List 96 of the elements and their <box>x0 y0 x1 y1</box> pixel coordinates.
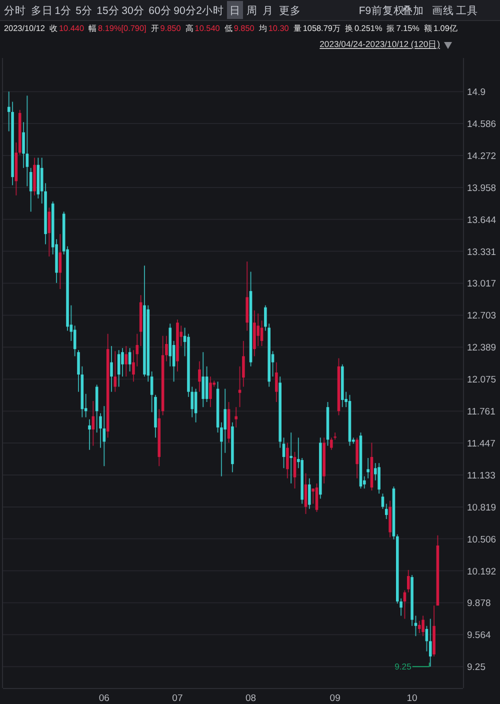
text: 开 <box>150 24 159 33</box>
text: 10.440 <box>58 24 84 33</box>
text: 收 <box>49 24 58 33</box>
annotation: 9.25 <box>394 662 412 672</box>
text: 8.19%[0.790] <box>98 24 146 33</box>
candlestick <box>128 348 132 372</box>
candlestick <box>234 406 238 428</box>
y-tick-label: 13.331 <box>467 246 496 258</box>
y-tick-label: 14.272 <box>467 151 496 162</box>
y-tick-label: 11.447 <box>467 438 496 450</box>
text: 更多 <box>279 5 301 17</box>
candlestick <box>124 346 128 378</box>
text: 前复权 <box>372 5 404 17</box>
candlestick <box>198 360 201 392</box>
candlestick <box>26 95 29 187</box>
candlestick <box>330 437 333 450</box>
candlestick <box>110 346 113 392</box>
text: 日 <box>230 5 240 17</box>
text: 2023/04/24-2023/10/12 (120日) <box>320 39 440 49</box>
text: 额 <box>424 24 432 33</box>
text: 10.30 <box>268 24 290 33</box>
candlestick <box>422 615 424 637</box>
candlestick <box>290 432 292 484</box>
candlestick <box>418 620 421 634</box>
text: 工具 <box>456 5 478 17</box>
candlestick <box>282 437 286 469</box>
candlestick <box>256 312 260 347</box>
candlestick <box>381 493 384 510</box>
text: 叠加 <box>402 4 424 17</box>
y-tick-label: 14.9 <box>467 87 486 98</box>
x-tick-label: 07 <box>172 693 183 704</box>
y-tick-label: 10.192 <box>467 566 496 578</box>
y-tick-label: 9.564 <box>467 630 491 642</box>
candlestick <box>48 207 51 257</box>
text: 月 <box>262 5 274 17</box>
y-tick-label: 9.878 <box>467 598 491 610</box>
y-tick-label: 12.703 <box>467 310 496 322</box>
y-tick-label: 10.819 <box>467 502 496 514</box>
candlestick <box>88 418 91 450</box>
text: 30分 <box>122 5 144 17</box>
y-tick-label: 12.389 <box>467 342 496 354</box>
x-tick-label: 06 <box>98 693 110 704</box>
y-tick-label: 11.133 <box>467 470 496 482</box>
text: 周 <box>246 5 258 17</box>
text: F9 <box>358 5 372 17</box>
candlestick <box>315 482 318 512</box>
text: 2小时 <box>196 4 224 17</box>
candlestick <box>117 350 120 388</box>
text: 2023/10/12 <box>4 24 46 33</box>
text: 幅 <box>88 24 97 33</box>
text: 振 <box>386 24 395 33</box>
candlestick <box>304 472 308 514</box>
x-tick-label: 08 <box>245 693 256 704</box>
candlestick <box>406 569 410 593</box>
y-tick-label: 10.506 <box>467 534 496 546</box>
candlestick <box>202 352 205 408</box>
text: 分时 <box>4 4 26 17</box>
candlestick <box>209 376 212 408</box>
candlestick <box>378 462 380 494</box>
text: 画线 <box>432 4 454 17</box>
y-tick-label: 13.017 <box>467 278 496 290</box>
text: 1058.79万 <box>302 24 340 33</box>
text: 量 <box>293 24 302 33</box>
candlestick <box>286 442 289 479</box>
text: 60分 <box>148 5 172 17</box>
text: 1.09亿 <box>433 24 458 33</box>
candlestick <box>366 457 370 479</box>
text: 9.850 <box>234 24 255 33</box>
text: 90分 <box>174 5 196 17</box>
candlestick <box>260 320 264 347</box>
text: 9.850 <box>160 24 182 33</box>
y-tick-label: 11.761 <box>467 406 496 418</box>
candlestick <box>275 362 278 403</box>
text: 0.251% <box>354 24 382 33</box>
x-tick-label: 09 <box>330 693 340 704</box>
text: 低 <box>224 24 232 33</box>
y-tick-label: 9.25 <box>467 662 486 674</box>
y-tick-label: 13.644 <box>467 214 496 226</box>
candlestick <box>293 451 296 490</box>
x-tick-label: 10 <box>406 693 418 704</box>
text: 15分 <box>96 5 120 17</box>
text: 多日 <box>31 5 53 17</box>
y-tick-label: 12.075 <box>467 374 496 386</box>
candlestick <box>385 503 388 520</box>
y-tick-label: 13.958 <box>467 182 496 194</box>
text: 10.540 <box>194 24 220 33</box>
candlestick <box>29 167 32 212</box>
text: 换 <box>344 24 353 33</box>
y-tick-label: 14.586 <box>467 119 496 130</box>
candlestick <box>308 478 311 510</box>
text: 7.15% <box>396 24 420 33</box>
text: 1分 <box>54 5 72 17</box>
text: 5分 <box>76 5 92 17</box>
candlestick <box>205 366 208 403</box>
text: 高 <box>185 24 194 33</box>
text: 均 <box>258 24 267 33</box>
